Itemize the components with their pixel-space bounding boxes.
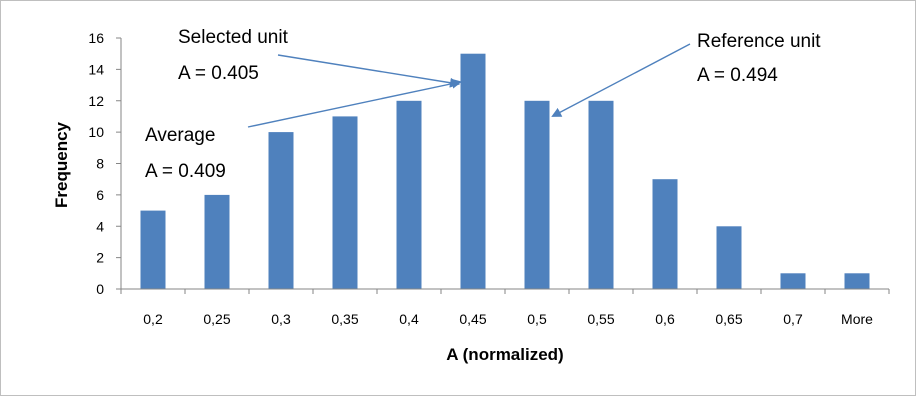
y-tick-label: 4 xyxy=(96,218,104,234)
axes-layer: 0 2 4 6 8 10 12 14 16 0,2 0,25 0,3 0,35 0,4 0,45 0,5 0,5… xyxy=(88,30,890,327)
annotation-average-label: Average xyxy=(145,125,215,146)
bar-0-3 xyxy=(268,132,294,289)
y-tick-label: 0 xyxy=(96,281,104,297)
annotation-average-value: A = 0.409 xyxy=(145,161,226,182)
bar-0-25 xyxy=(204,194,230,289)
x-tick-label: 0,5 xyxy=(527,311,547,327)
annotation-reference-value: A = 0.494 xyxy=(697,65,778,86)
average-arrow xyxy=(247,78,462,128)
annotation-selected-value: A = 0.405 xyxy=(178,63,259,84)
y-axis-title: Frequency xyxy=(52,121,71,208)
selected-unit-arrow xyxy=(277,54,460,88)
x-tick-label: 0,7 xyxy=(783,311,803,327)
bar-0-65 xyxy=(716,226,742,290)
y-tick-label: 16 xyxy=(88,30,104,46)
y-tick-label: 6 xyxy=(96,187,104,203)
x-tick-label: 0,25 xyxy=(203,311,230,327)
annotation-reference-label: Reference unit xyxy=(697,31,821,52)
y-tick-label: 10 xyxy=(88,124,104,140)
bars-layer xyxy=(140,53,870,290)
bar-0-35 xyxy=(332,116,358,290)
bar-0-45 xyxy=(460,53,486,290)
x-tick-label: 0,6 xyxy=(655,311,675,327)
y-tick-label: 14 xyxy=(88,61,104,77)
reference-unit-arrow xyxy=(551,43,691,117)
x-axis-title: A (normalized) xyxy=(446,345,563,364)
x-tick-label: 0,55 xyxy=(587,311,614,327)
bar-0-2 xyxy=(140,210,166,289)
x-tick-label: 0,4 xyxy=(399,311,419,327)
annotation-selected-label: Selected unit xyxy=(178,27,289,48)
bar-0-6 xyxy=(652,179,678,289)
x-tick-label: 0,2 xyxy=(143,311,163,327)
y-tick-label: 2 xyxy=(96,250,104,266)
bar-0-7 xyxy=(780,273,806,289)
bar-0-4 xyxy=(396,100,422,290)
x-tick-label: 0,45 xyxy=(459,311,486,327)
bar-more xyxy=(844,273,870,289)
y-tick-label: 12 xyxy=(88,93,104,109)
bar-0-55 xyxy=(588,100,614,290)
x-tick-label: 0,3 xyxy=(271,311,291,327)
annotations-layer: Selected unit A = 0.405 Average A = 0.409 Re… xyxy=(145,27,821,182)
y-tick-label: 8 xyxy=(96,156,104,172)
x-tick-label: 0,35 xyxy=(331,311,358,327)
x-tick-label: 0,65 xyxy=(715,311,742,327)
x-tick-label: More xyxy=(841,311,873,327)
bar-0-5 xyxy=(524,100,550,290)
